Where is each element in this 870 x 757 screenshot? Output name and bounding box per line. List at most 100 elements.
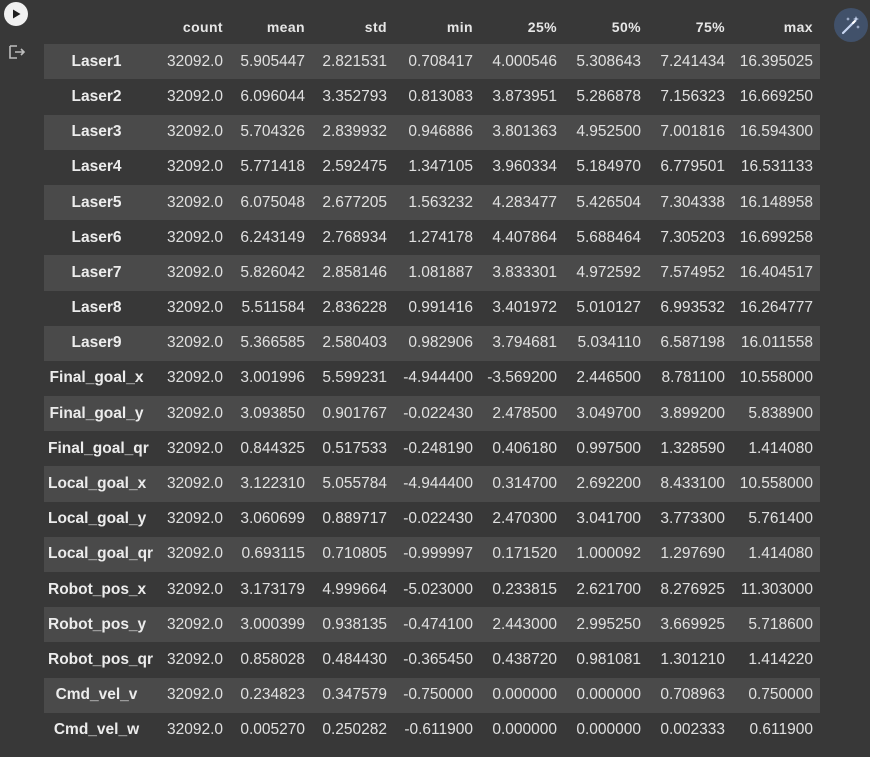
table-cell: 6.779501 <box>660 158 725 176</box>
row-label: Laser2 <box>71 87 122 105</box>
table-row: Final_goal_y 32092.0 3.093850 0.901767 -0.02… <box>44 396 820 432</box>
table-cell: 2.470300 <box>492 510 557 528</box>
table-cell: 16.699258 <box>739 228 813 246</box>
row-label: Robot_pos_qr <box>48 650 154 668</box>
table-cell: 0.708963 <box>660 686 725 704</box>
table-cell: 0.750000 <box>748 686 813 704</box>
table-cell: 7.001816 <box>660 123 725 141</box>
table-cell: -0.750000 <box>403 686 473 704</box>
table-row: Local_goal_y 32092.0 3.060699 0.889717 -0.02… <box>44 501 820 537</box>
table-cell: 16.011558 <box>740 334 813 352</box>
table-cell: 1.414080 <box>748 545 813 563</box>
table-cell: 6.075048 <box>240 193 305 211</box>
table-cell: 32092.0 <box>166 650 223 668</box>
table-cell: 32092.0 <box>166 615 223 633</box>
run-cell-button[interactable] <box>4 2 28 26</box>
table-cell: 0.233815 <box>492 580 557 598</box>
row-label: Robot_pos_x <box>48 580 147 598</box>
play-icon <box>13 9 21 19</box>
table-cell: 0.314700 <box>492 475 557 493</box>
table-cell: 0.710805 <box>322 545 387 563</box>
table-cell: 5.308643 <box>576 52 641 70</box>
row-label: Cmd_vel_v <box>55 686 138 704</box>
table-row: Cmd_vel_w 32092.0 0.005270 0.250282 -0.61190… <box>44 712 820 748</box>
column-header: mean <box>266 18 305 35</box>
table-cell: 3.873951 <box>492 87 557 105</box>
table-cell: 16.264777 <box>739 299 813 317</box>
column-header: count <box>182 18 223 35</box>
table-cell: 7.241434 <box>660 52 725 70</box>
table-cell: 5.599231 <box>322 369 387 387</box>
table-cell: 4.407864 <box>492 228 557 246</box>
table-cell: 1.328590 <box>660 439 725 457</box>
table-cell: -0.474100 <box>403 615 473 633</box>
table-cell: 2.592475 <box>322 158 387 176</box>
row-label: Laser9 <box>71 334 122 352</box>
table-cell: 2.443000 <box>492 615 557 633</box>
table-cell: 0.946886 <box>408 123 473 141</box>
table-cell: 32092.0 <box>166 545 223 563</box>
table-cell: 11.303000 <box>740 580 813 598</box>
table-cell: 0.997500 <box>576 439 641 457</box>
row-label: Local_goal_y <box>48 510 147 528</box>
table-cell: 16.404517 <box>739 263 813 281</box>
table-cell: 0.901767 <box>322 404 387 422</box>
column-header: 75% <box>695 18 725 35</box>
row-label: Final_goal_x <box>49 369 144 387</box>
table-cell: 6.096044 <box>240 87 305 105</box>
table-cell: 5.286878 <box>576 87 641 105</box>
table-cell: 1.347105 <box>408 158 473 176</box>
output-redirect-icon[interactable] <box>7 42 27 62</box>
table-cell: 5.366585 <box>240 334 305 352</box>
table-cell: 1.274178 <box>408 228 473 246</box>
table-cell: 16.395025 <box>739 52 813 70</box>
table-row: Laser1 32092.0 5.905447 2.821531 0.708417 4.0… <box>44 44 820 80</box>
table-cell: 5.704326 <box>240 123 305 141</box>
table-cell: 2.995250 <box>576 615 641 633</box>
table-cell: 2.836228 <box>322 299 387 317</box>
table-cell: 32092.0 <box>166 263 223 281</box>
table-cell: 4.952500 <box>576 123 641 141</box>
table-row: Cmd_vel_v 32092.0 0.234823 0.347579 -0.75000… <box>44 677 820 713</box>
table-cell: 32092.0 <box>166 87 223 105</box>
table-row: Robot_pos_x 32092.0 3.173179 4.999664 -5.023… <box>44 572 820 608</box>
table-cell: 32092.0 <box>166 580 223 598</box>
table-cell: 4.000546 <box>492 52 557 70</box>
table-cell: 10.558000 <box>739 369 813 387</box>
table-cell: 32092.0 <box>166 299 223 317</box>
table-cell: 3.093850 <box>240 404 305 422</box>
table-cell: 2.478500 <box>492 404 557 422</box>
table-cell: -0.365450 <box>403 650 473 668</box>
table-cell: 0.000000 <box>492 686 557 704</box>
table-cell: 7.156323 <box>660 87 725 105</box>
table-cell: -5.023000 <box>403 580 473 598</box>
table-cell: 3.173179 <box>240 580 305 598</box>
table-cell: 0.171520 <box>492 545 557 563</box>
table-cell: 0.484430 <box>322 650 387 668</box>
table-cell: 4.283477 <box>492 193 557 211</box>
table-cell: 0.991416 <box>408 299 473 317</box>
table-cell: 3.060699 <box>240 510 305 528</box>
table-cell: 32092.0 <box>166 404 223 422</box>
table-cell: 5.688464 <box>576 228 641 246</box>
row-label: Robot_pos_y <box>48 615 147 633</box>
table-row: Laser9 32092.0 5.366585 2.580403 0.982906 3.7… <box>44 325 820 361</box>
magic-wand-button[interactable] <box>834 8 868 42</box>
table-cell: 0.000000 <box>492 721 557 739</box>
table-cell: 3.773300 <box>660 510 725 528</box>
table-cell: 8.781100 <box>661 369 726 387</box>
table-cell: 10.558000 <box>739 475 813 493</box>
table-cell: -0.999997 <box>403 545 473 563</box>
table-cell: 0.000000 <box>576 721 641 739</box>
table-cell: -3.569200 <box>487 369 557 387</box>
row-label: Laser4 <box>71 158 122 176</box>
table-cell: 4.972592 <box>576 263 641 281</box>
table-cell: 1.563232 <box>408 193 473 211</box>
table-row: Final_goal_x 32092.0 3.001996 5.599231 -4.94… <box>44 360 820 397</box>
table-cell: 7.304338 <box>660 193 725 211</box>
table-cell: 0.517533 <box>322 439 387 457</box>
table-row: Laser2 32092.0 6.096044 3.352793 0.813083 3.8… <box>44 79 820 115</box>
table-cell: 1.000092 <box>576 545 641 563</box>
row-label: Laser6 <box>71 228 122 246</box>
table-cell: 4.999664 <box>322 580 387 598</box>
